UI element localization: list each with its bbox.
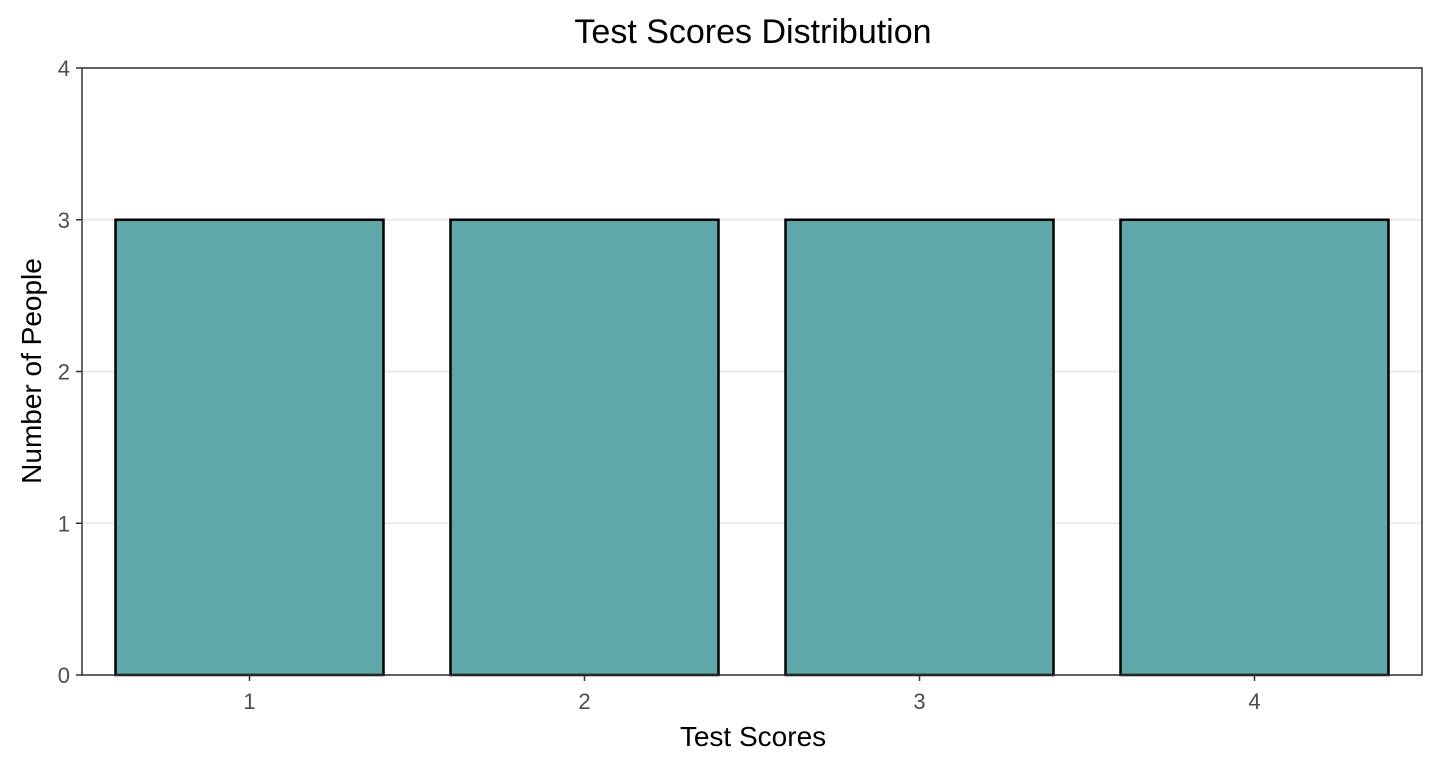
y-tick-label-4: 4	[58, 56, 70, 81]
x-tick-label-1: 1	[243, 689, 255, 714]
x-axis-ticks: 1 2 3 4	[243, 675, 1261, 714]
y-tick-label-3: 3	[58, 208, 70, 233]
x-tick-label-2: 2	[578, 689, 590, 714]
chart-title: Test Scores Distribution	[574, 13, 931, 51]
y-axis-label: Number of People	[16, 258, 47, 484]
x-tick-label-4: 4	[1248, 689, 1260, 714]
bar-2	[449, 218, 720, 677]
y-tick-label-0: 0	[58, 663, 70, 688]
bar-1	[114, 218, 385, 677]
y-axis-ticks: 0 1 2 3 4	[58, 56, 82, 688]
x-tick-label-3: 3	[913, 689, 925, 714]
y-tick-label-2: 2	[58, 360, 70, 385]
bar-4	[1119, 218, 1390, 677]
bar-3	[784, 218, 1055, 677]
bars	[114, 218, 1390, 677]
y-tick-label-1: 1	[58, 511, 70, 536]
x-axis-label: Test Scores	[680, 721, 826, 752]
